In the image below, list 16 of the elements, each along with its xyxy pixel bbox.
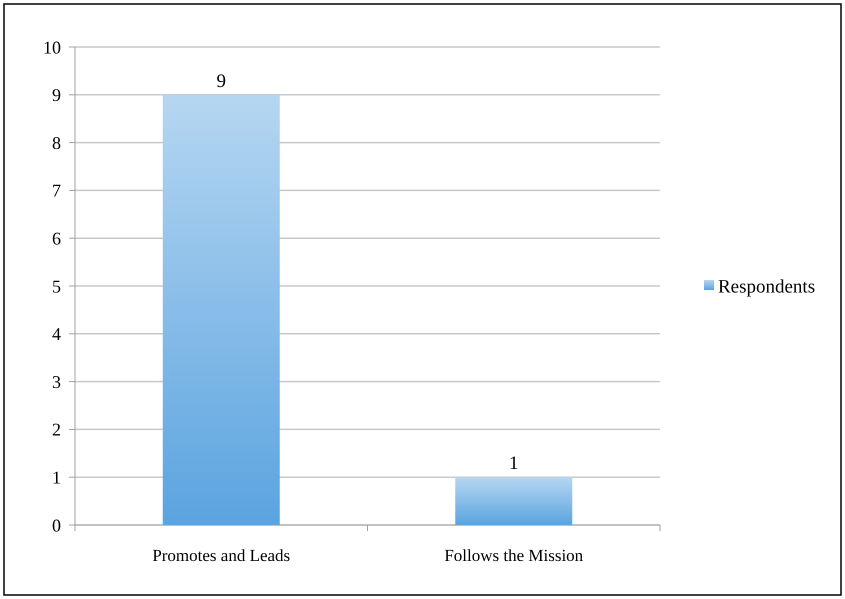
y-tick-label: 8: [52, 132, 61, 153]
y-tick-label: 1: [52, 468, 61, 488]
y-tick-label: 3: [52, 372, 61, 392]
x-tick-label: Promotes and Leads: [152, 546, 290, 565]
x-tick-label: Follows the Mission: [444, 546, 584, 565]
legend-label: Respondents: [718, 276, 816, 298]
y-tick-label: 2: [52, 420, 61, 440]
y-tick-label: 9: [52, 85, 61, 106]
y-tick-label: 10: [43, 37, 61, 58]
y-tick-label: 4: [52, 324, 61, 344]
data-label: 1: [509, 453, 518, 474]
y-tick-label: 5: [52, 276, 61, 296]
y-tick-label: 0: [52, 515, 61, 536]
y-tick-label: 6: [52, 228, 61, 248]
data-label: 9: [216, 70, 226, 92]
y-tick-label: 7: [52, 180, 61, 201]
